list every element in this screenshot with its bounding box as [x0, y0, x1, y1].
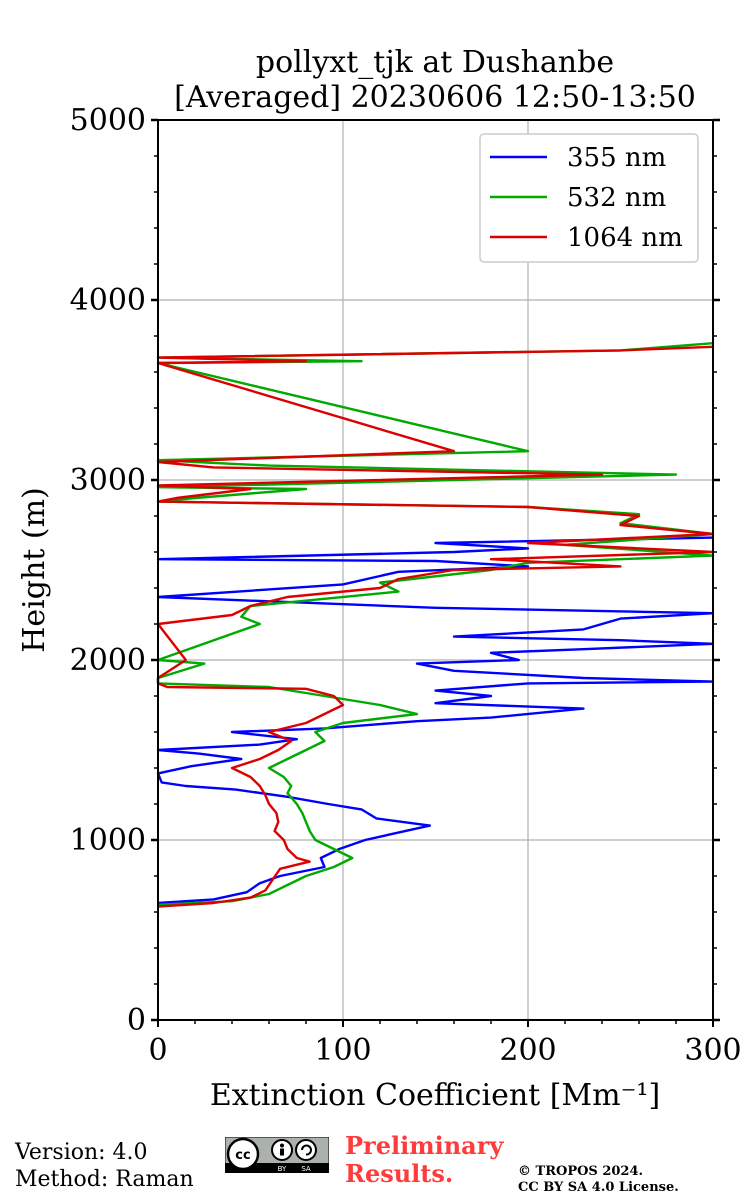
y-tick-label: 0 [127, 1003, 146, 1038]
legend-label: 355 nm [567, 143, 666, 173]
chart-title-line1: pollyxt_tjk at Dushanbe [256, 45, 614, 80]
badge-by-text: BY [278, 1165, 287, 1173]
preliminary-results-label: Preliminary Results. [345, 1132, 503, 1188]
y-tick-label: 1000 [70, 823, 146, 858]
legend: 355 nm 532 nm 1064 nm [479, 133, 699, 263]
x-tick-label: 0 [148, 1033, 167, 1068]
x-tick-label: 300 [684, 1033, 741, 1068]
y-axis-label: Height (m) [17, 487, 52, 652]
x-tick-label: 200 [499, 1033, 556, 1068]
preliminary-line2: Results. [345, 1159, 454, 1188]
y-tick-label: 4000 [70, 283, 146, 318]
chart-title-line2: [Averaged] 20230606 12:50-13:50 [174, 80, 696, 115]
y-tick-label: 2000 [70, 643, 146, 678]
legend-label: 532 nm [567, 183, 666, 213]
x-tick-label: 100 [314, 1033, 371, 1068]
y-tick-label: 3000 [70, 463, 146, 498]
preliminary-line1: Preliminary [345, 1131, 504, 1160]
legend-label: 1064 nm [567, 223, 683, 253]
plot-frame [157, 119, 714, 1021]
svg-text:cc: cc [235, 1148, 250, 1163]
data-series [156, 342, 715, 908]
creative-commons-icon: cc BY SA [225, 1137, 329, 1173]
copyright-line1: © TROPOS 2024. [518, 1164, 644, 1179]
badge-sa-text: SA [301, 1165, 311, 1173]
y-tick-label: 5000 [70, 103, 146, 138]
series-line-355-nm [156, 536, 715, 905]
method-text: Method: Raman [15, 1167, 194, 1192]
series-line-532-nm [156, 342, 715, 906]
copyright-notice: © TROPOS 2024. CC BY SA 4.0 License. [518, 1164, 679, 1196]
x-axis-label: Extinction Coefficient [Mm⁻¹] [210, 1078, 660, 1113]
share-alike-icon [295, 1139, 317, 1161]
series-line-1064-nm [156, 345, 715, 908]
copyright-line2: CC BY SA 4.0 License. [518, 1180, 679, 1195]
legend-box [479, 133, 699, 263]
version-text: Version: 4.0 [15, 1140, 148, 1165]
